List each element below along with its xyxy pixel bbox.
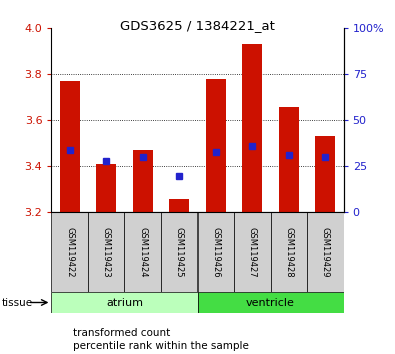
Bar (133, 150, 153, 212)
Bar (60, 81, 80, 212)
Text: percentile rank within the sample: percentile rank within the sample (73, 341, 249, 350)
Bar (96, 164, 116, 212)
Text: GSM119429: GSM119429 (321, 227, 330, 278)
Text: transformed count: transformed count (73, 329, 170, 338)
Bar (198, 292, 344, 313)
Text: GSM119426: GSM119426 (211, 227, 220, 278)
Text: GSM119425: GSM119425 (175, 227, 184, 278)
Bar (206, 79, 226, 212)
Bar (161, 212, 198, 292)
Text: ventricle: ventricle (246, 298, 295, 308)
Bar (307, 212, 344, 292)
Bar (279, 107, 299, 212)
Text: GDS3625 / 1384221_at: GDS3625 / 1384221_at (120, 19, 275, 33)
Text: GSM119424: GSM119424 (138, 227, 147, 278)
Text: GSM119427: GSM119427 (248, 227, 257, 278)
Text: tissue: tissue (2, 298, 33, 308)
Bar (124, 212, 161, 292)
Bar (315, 136, 335, 212)
Text: atrium: atrium (106, 298, 143, 308)
Bar (169, 199, 189, 212)
Bar (88, 212, 124, 292)
Text: GSM119423: GSM119423 (102, 227, 111, 278)
Bar (271, 212, 307, 292)
Text: GSM119428: GSM119428 (284, 227, 293, 278)
Bar (242, 44, 262, 212)
Bar (51, 292, 198, 313)
Bar (198, 212, 234, 292)
Bar (51, 212, 88, 292)
Bar (234, 212, 271, 292)
Text: GSM119422: GSM119422 (65, 227, 74, 278)
